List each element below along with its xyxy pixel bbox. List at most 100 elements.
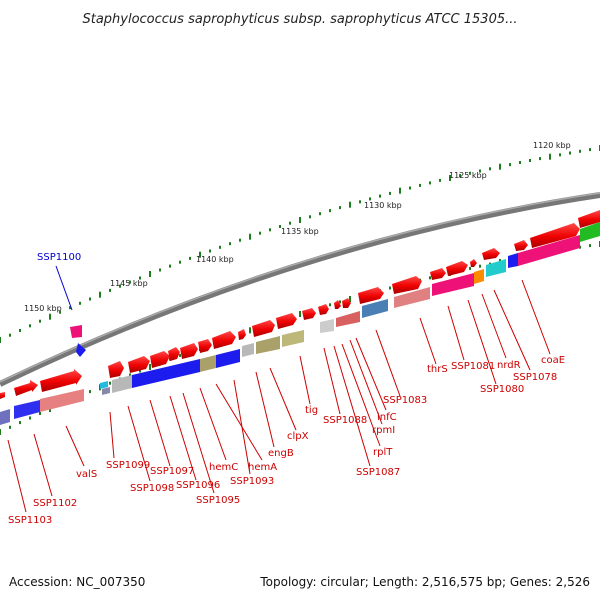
kbp-label: 1125 kbp — [449, 171, 487, 180]
tick-mark — [479, 169, 481, 173]
gene-block — [70, 325, 82, 338]
tick-mark — [49, 313, 51, 320]
gene-feature — [482, 248, 500, 260]
gene-label: SSP1083 — [383, 395, 427, 406]
gene-label: thrS — [427, 364, 448, 375]
tick-mark — [469, 171, 471, 175]
tick-mark — [589, 148, 591, 152]
gene-label: coaE — [541, 355, 565, 366]
accession-text: Accession: NC_007350 — [9, 575, 145, 589]
tick-mark — [329, 303, 331, 307]
tick-mark — [519, 161, 521, 164]
gene-block — [256, 336, 280, 354]
gene-feature — [392, 276, 422, 294]
gene-feature — [108, 361, 124, 378]
gene-feature — [514, 240, 528, 251]
gene-block — [216, 349, 240, 368]
gene-label: engB — [268, 448, 294, 459]
tick-mark — [429, 276, 431, 280]
gene-block — [486, 259, 506, 277]
gene-label: tig — [305, 405, 318, 416]
gene-label: SSP1080 — [480, 384, 524, 395]
gene-feature — [334, 300, 341, 309]
gene-block — [508, 253, 518, 268]
kbp-label: 1130 kbp — [364, 201, 402, 210]
tick-mark — [279, 225, 281, 228]
tick-mark — [89, 390, 91, 394]
map-title: Staphylococcus saprophyticus subsp. sapr… — [82, 12, 517, 27]
kbp-label: 1120 kbp — [533, 141, 571, 150]
tick-mark — [0, 337, 1, 343]
tick-mark — [69, 306, 71, 310]
tick-mark — [529, 159, 531, 162]
gene-block — [0, 409, 10, 425]
gene-feature — [430, 268, 446, 280]
gene-feature — [342, 298, 351, 308]
kbp-label: 1135 kbp — [281, 227, 319, 236]
gene-label: SSP1097 — [150, 466, 194, 477]
tick-mark — [139, 276, 141, 280]
genome-backbone-highlight — [0, 192, 600, 383]
tick-mark — [109, 288, 111, 292]
gene-block — [14, 400, 40, 419]
gene-block — [474, 269, 484, 284]
tick-mark — [149, 271, 151, 277]
tick-mark — [229, 242, 231, 246]
gene-label: SSP1095 — [196, 495, 240, 506]
tick-mark — [459, 174, 461, 178]
gene-feature — [40, 369, 82, 392]
tick-mark — [29, 416, 31, 420]
kbp-label: 1150 kbp — [24, 304, 62, 313]
tick-mark — [499, 163, 501, 170]
gene-feature — [446, 261, 468, 276]
tick-mark — [309, 215, 311, 219]
gene-block — [282, 330, 304, 347]
tick-mark — [179, 260, 181, 264]
tick-mark — [79, 301, 81, 305]
gene-feature — [150, 351, 170, 368]
tick-mark — [589, 244, 591, 248]
gene-label: SSP1088 — [323, 415, 367, 426]
tick-mark — [419, 183, 421, 187]
tick-mark — [349, 296, 351, 302]
tick-mark — [189, 256, 191, 260]
tick-mark — [249, 233, 251, 240]
tick-mark — [19, 329, 21, 332]
outer-tick-ring — [0, 145, 600, 343]
gene-feature — [578, 210, 600, 228]
gene-feature — [470, 259, 477, 267]
gene-block — [100, 381, 108, 389]
gene-label: SSP1103 — [8, 515, 52, 526]
gene-feature — [302, 308, 316, 320]
gene-label: hemA — [248, 462, 277, 473]
tick-mark — [509, 163, 511, 167]
tick-mark — [19, 421, 21, 425]
topology-summary: Topology: circular; Length: 2,516,575 bp… — [259, 575, 590, 589]
gene-block — [580, 222, 600, 242]
kbp-label: 1145 kbp — [110, 279, 148, 288]
gene-label: rpmI — [372, 425, 395, 436]
kbp-label: 1140 kbp — [196, 255, 234, 264]
gene-label: SSP1093 — [230, 476, 274, 487]
tick-mark — [559, 153, 561, 157]
tick-mark — [389, 191, 391, 195]
tick-mark — [0, 429, 1, 435]
tick-mark — [319, 212, 321, 216]
tick-mark — [449, 175, 451, 181]
gene-label: SSP1096 — [176, 480, 220, 491]
tick-mark — [439, 178, 441, 182]
gene-block — [432, 273, 474, 296]
tick-mark — [9, 333, 11, 337]
gene-label: SSP1078 — [513, 372, 557, 383]
tick-mark — [29, 324, 31, 328]
tick-mark — [119, 284, 121, 288]
gene-feature — [198, 339, 212, 353]
gene-block — [242, 343, 254, 357]
tick-mark — [349, 201, 351, 208]
gene-feature — [530, 223, 580, 248]
forward-strand-features — [0, 210, 600, 399]
gene-label: SSP1102 — [33, 498, 77, 509]
tick-mark — [389, 286, 391, 290]
gene-block — [394, 287, 430, 308]
gene-feature — [238, 329, 246, 340]
